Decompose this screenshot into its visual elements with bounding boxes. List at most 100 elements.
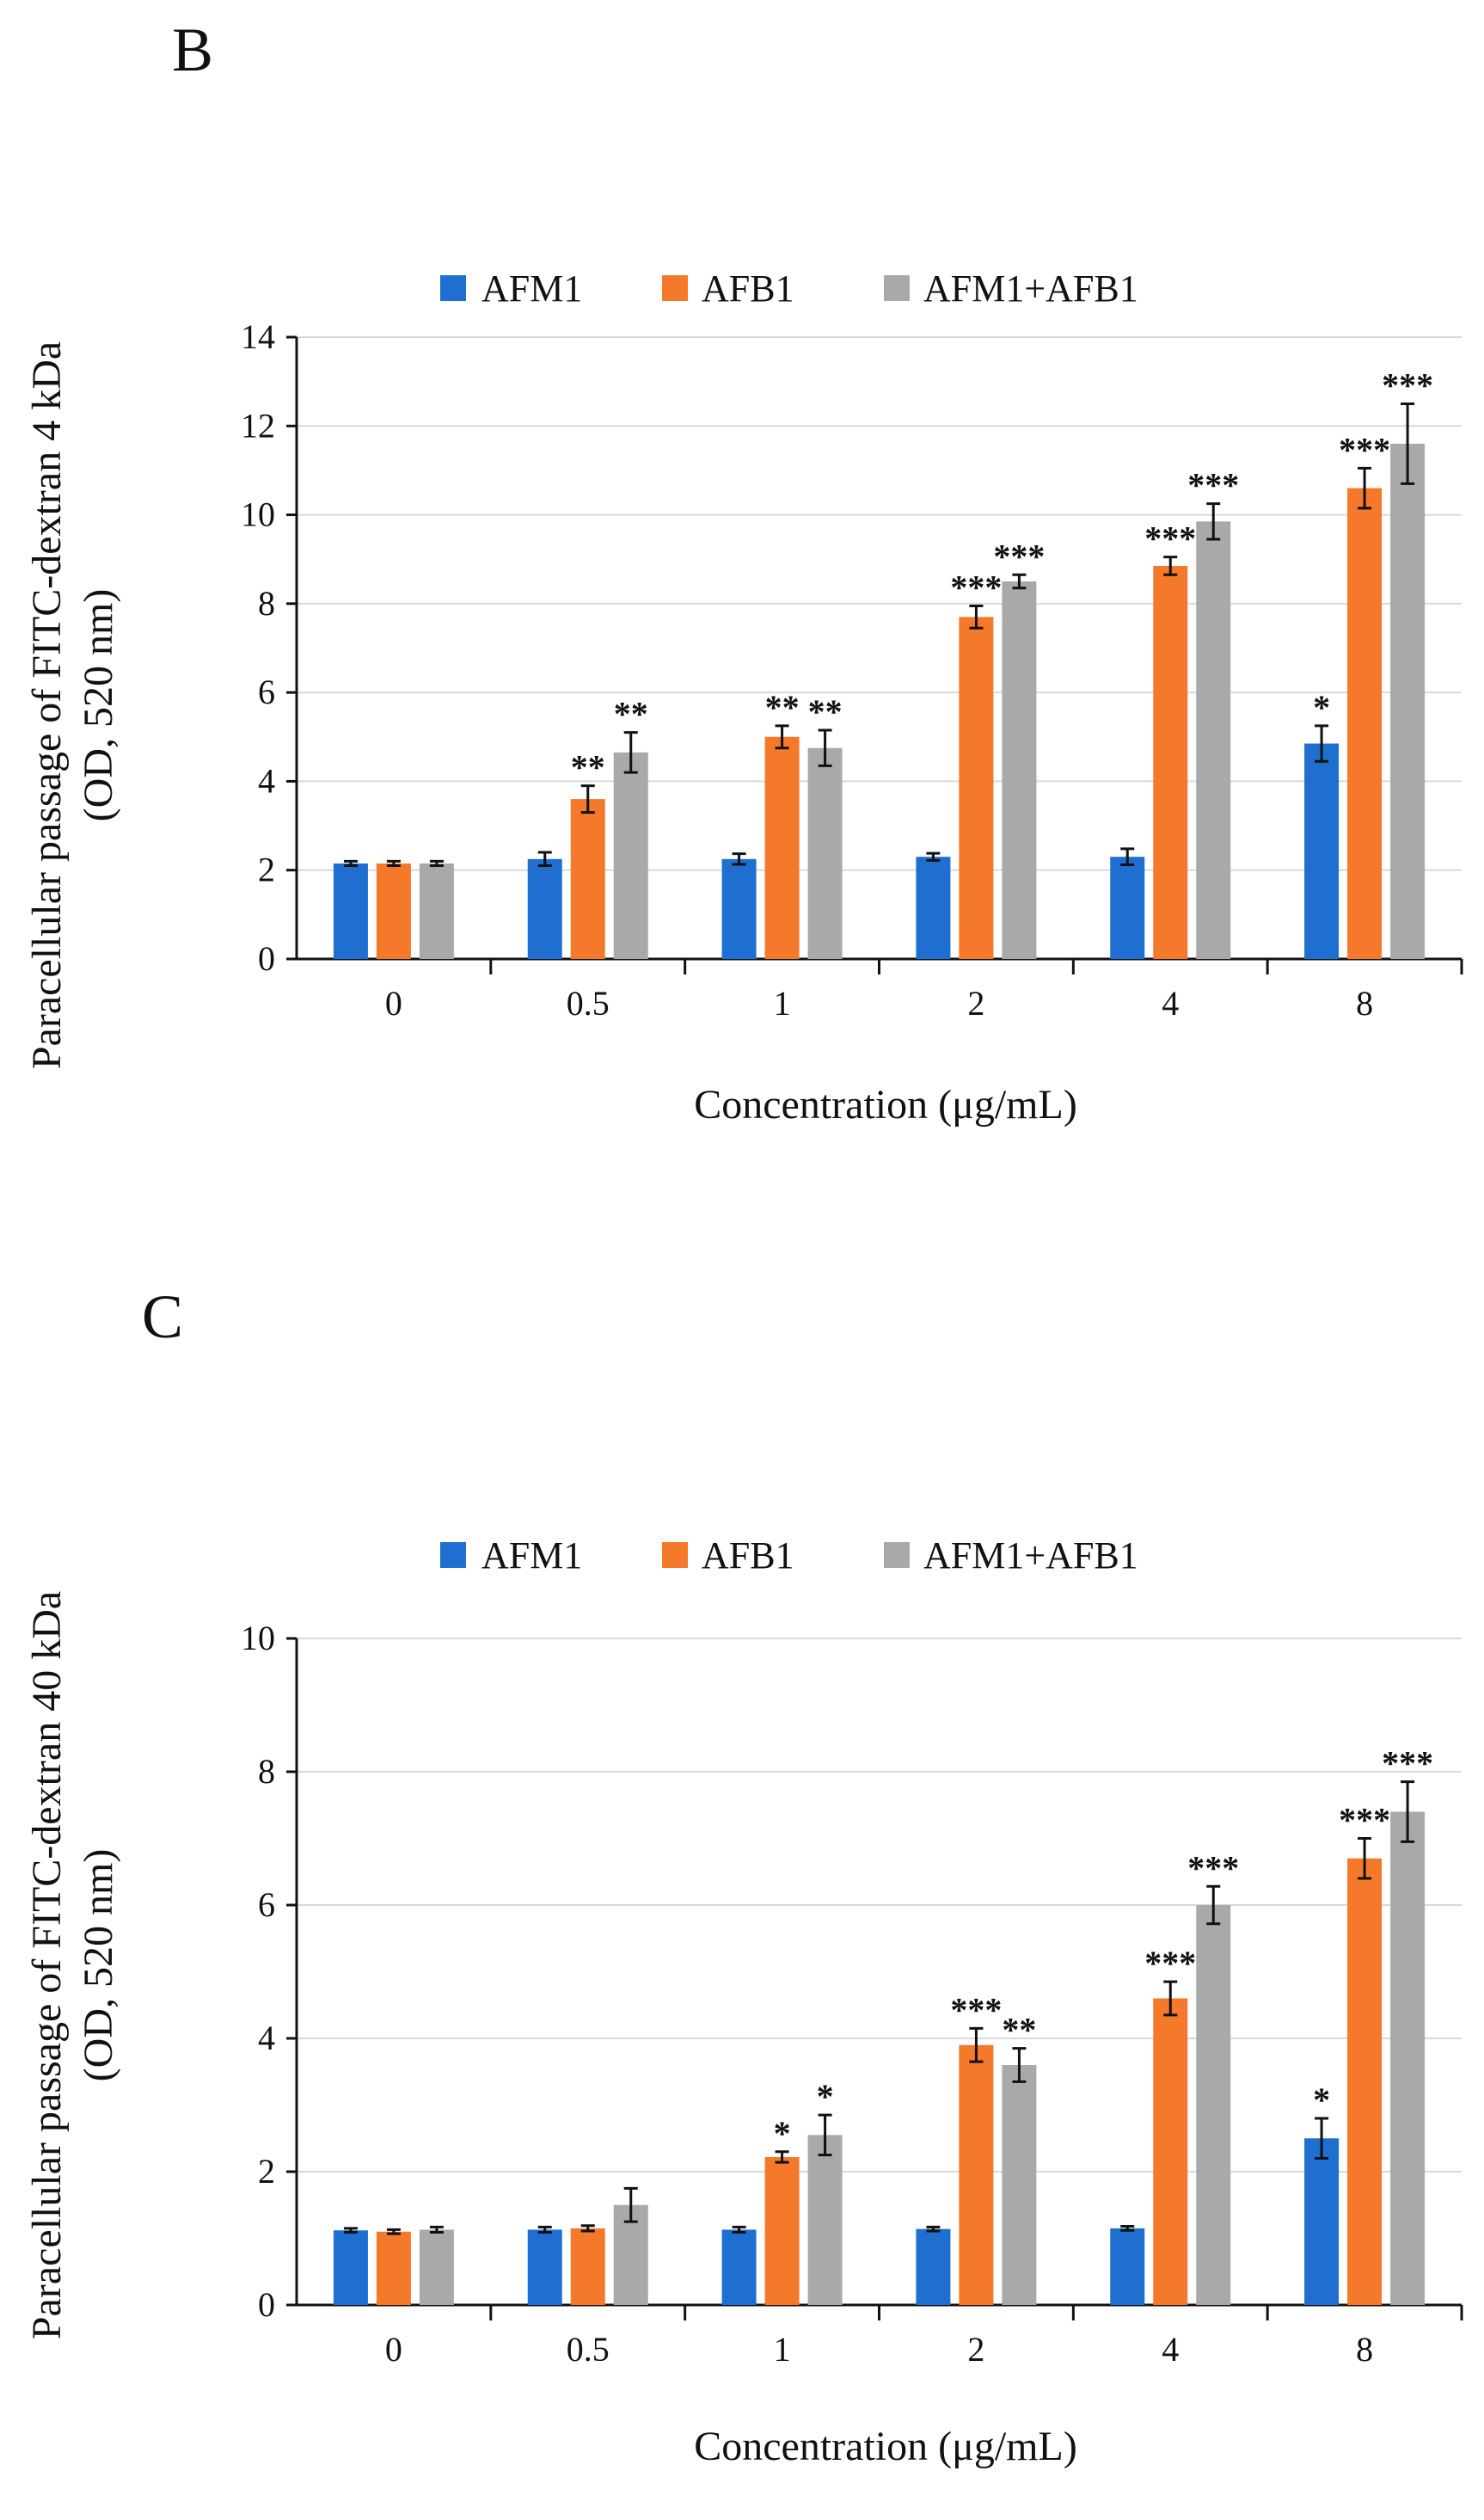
x-tick-label: 8: [1356, 984, 1373, 1023]
significance-marker: **: [571, 748, 605, 787]
bar-afm1-4: [1110, 2228, 1145, 2305]
bar-afm1-afb1-0-5: [613, 752, 648, 959]
y-tick-label: 4: [258, 761, 275, 800]
x-tick-label: 4: [1162, 2330, 1179, 2369]
y-axis-title-b-line1: Paracellular passage of FITC-dextran 4 k…: [24, 341, 70, 1069]
legend-c: AFM1 AFB1 AFM1+AFB1: [440, 1534, 1138, 1577]
bar-afm1-afb1-1: [807, 2135, 843, 2305]
bar-afm1-afb1-2: [1002, 2065, 1037, 2305]
significance-marker: *: [1313, 688, 1330, 727]
y-tick-label: 2: [258, 2152, 275, 2191]
legend-label-afb1: AFB1: [702, 267, 794, 310]
legend-label-afb1: AFB1: [702, 1534, 794, 1577]
x-tick-label: 0: [385, 984, 402, 1023]
significance-marker: ***: [1382, 1744, 1433, 1783]
x-axis-title-b: Concentration (μg/mL): [694, 1082, 1077, 1128]
y-tick-label: 12: [241, 406, 275, 445]
significance-marker: **: [765, 688, 800, 727]
bar-afb1-0-5: [570, 799, 605, 959]
significance-marker: ***: [1187, 1848, 1239, 1887]
significance-marker: *: [774, 2114, 791, 2153]
legend-label-afm1: AFM1: [481, 1534, 582, 1577]
bar-afm1-0: [333, 2230, 368, 2305]
significance-marker: ***: [993, 537, 1045, 575]
bar-afm1-afb1-0: [419, 2229, 454, 2305]
significance-marker: *: [817, 2077, 834, 2116]
legend-swatch-afm1-afb1: [884, 275, 910, 301]
significance-marker: **: [614, 695, 648, 734]
bar-afb1-8: [1347, 1858, 1383, 2305]
panel-label-b: B: [172, 15, 213, 84]
bar-afm1-8: [1304, 743, 1340, 959]
x-tick-label: 1: [774, 2330, 791, 2369]
bar-afm1-0-5: [527, 858, 562, 959]
legend-swatch-afb1: [662, 1542, 688, 1568]
significance-marker: **: [808, 692, 843, 731]
x-axis-title-c: Concentration (μg/mL): [694, 2424, 1077, 2469]
x-tick-label: 1: [774, 984, 791, 1023]
bar-afb1-4: [1153, 1998, 1188, 2305]
y-tick-label: 4: [258, 2019, 275, 2057]
bar-afb1-0-5: [570, 2228, 605, 2305]
bar-afm1-afb1-1: [807, 747, 843, 959]
bar-afb1-1: [764, 2156, 800, 2305]
x-tick-label: 2: [967, 2330, 984, 2369]
legend-label-afm1-afb1: AFM1+AFB1: [923, 267, 1138, 310]
significance-marker: ***: [1339, 1801, 1390, 1840]
y-tick-label: 6: [258, 1885, 275, 1924]
y-tick-label: 0: [258, 2285, 275, 2324]
x-tick-label: 0: [385, 2330, 402, 2369]
y-tick-label: 8: [258, 1752, 275, 1791]
legend-swatch-afm1-afb1: [884, 1542, 910, 1568]
legend-label-afm1-afb1: AFM1+AFB1: [923, 1534, 1138, 1577]
legend-swatch-afm1: [440, 1542, 466, 1568]
bar-afm1-8: [1304, 2138, 1340, 2305]
legend-label-afm1: AFM1: [481, 267, 582, 310]
x-tick-label: 2: [967, 984, 984, 1023]
legend-swatch-afb1: [662, 275, 688, 301]
significance-marker: ***: [950, 568, 1002, 606]
bar-afm1-1: [721, 858, 757, 959]
x-tick-label: 0.5: [567, 2330, 610, 2369]
bar-afm1-afb1-0: [419, 863, 454, 959]
bar-afm1-afb1-2: [1002, 581, 1037, 959]
bar-afb1-2: [959, 617, 994, 959]
y-tick-label: 0: [258, 939, 275, 978]
y-tick-label: 10: [241, 495, 275, 534]
bar-afb1-2: [959, 2044, 994, 2305]
bar-afm1-0-5: [527, 2229, 562, 2305]
y-tick-label: 6: [258, 673, 275, 711]
bar-afm1-1: [721, 2229, 757, 2305]
significance-marker: *: [1313, 2081, 1330, 2119]
significance-marker: ***: [1187, 466, 1239, 505]
panel-label-c: C: [142, 1282, 183, 1351]
significance-marker: ***: [950, 1990, 1002, 2029]
significance-marker: ***: [1339, 430, 1390, 469]
bar-afm1-afb1-4: [1196, 521, 1231, 959]
bar-afm1-2: [916, 857, 951, 959]
x-tick-label: 4: [1162, 984, 1179, 1023]
bar-afb1-1: [764, 736, 800, 959]
bar-afm1-afb1-8: [1390, 1811, 1426, 2305]
significance-marker: ***: [1382, 366, 1433, 404]
y-tick-label: 14: [241, 317, 275, 356]
significance-marker: **: [1002, 2011, 1036, 2050]
y-tick-label: 8: [258, 584, 275, 623]
y-tick-label: 10: [241, 1619, 275, 1657]
significance-marker: ***: [1144, 1944, 1196, 1982]
bar-afm1-afb1-8: [1390, 443, 1426, 959]
y-axis-title-c-line1: Paracellular passage of FITC-dextran 40 …: [24, 1591, 70, 2339]
legend-swatch-afm1: [440, 275, 466, 301]
bar-afm1-0: [333, 863, 368, 959]
bar-afb1-0: [376, 863, 411, 959]
bar-afm1-2: [916, 2228, 951, 2305]
bar-afb1-0: [376, 2231, 411, 2305]
x-tick-label: 0.5: [567, 984, 610, 1023]
significance-marker: ***: [1144, 519, 1196, 558]
y-axis-title-c-line2: (OD, 520 nm): [76, 1849, 121, 2082]
legend-b: AFM1 AFB1 AFM1+AFB1: [440, 267, 1138, 310]
bar-afm1-4: [1110, 857, 1145, 959]
